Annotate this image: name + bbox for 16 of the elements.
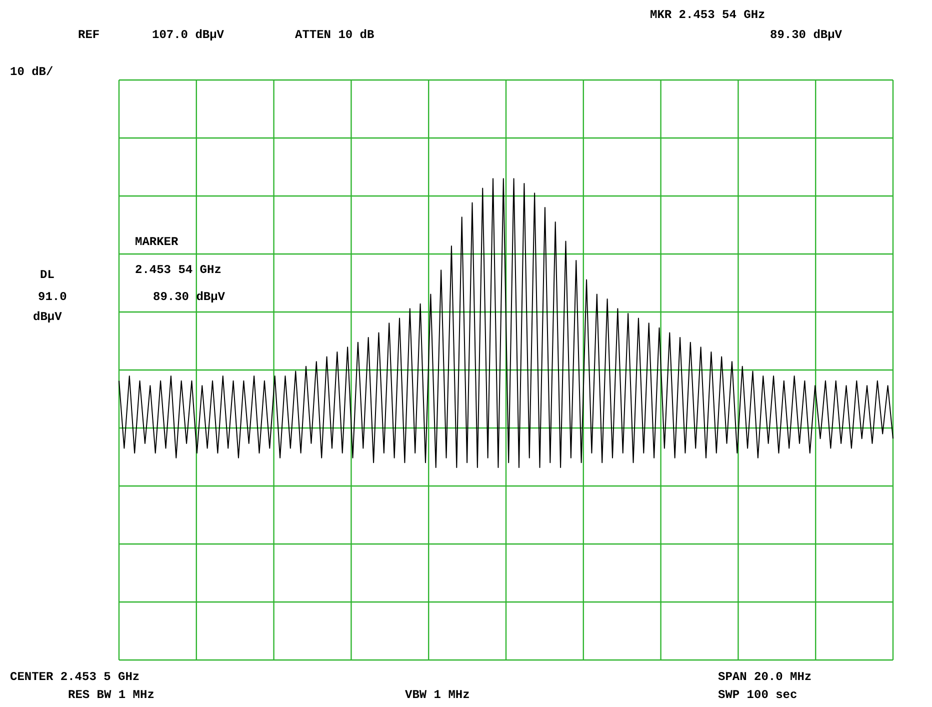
text: RES BW 1 MHz bbox=[68, 688, 154, 702]
text: dBµV bbox=[33, 310, 62, 324]
annotation: 2.453 54 GHz bbox=[135, 263, 222, 277]
text: DL bbox=[40, 268, 54, 282]
text: 10 dB/ bbox=[10, 65, 54, 79]
text: 107.0 dBµV bbox=[152, 28, 224, 42]
text: REF bbox=[78, 28, 100, 42]
text: SWP 100 sec bbox=[718, 688, 798, 702]
text: ATTEN 10 dB bbox=[295, 28, 374, 42]
text: CENTER 2.453 5 GHz bbox=[10, 670, 140, 684]
text: MKR 2.453 54 GHz bbox=[650, 8, 766, 22]
text: 89.30 dBµV bbox=[770, 28, 842, 42]
text: SPAN 20.0 MHz bbox=[718, 670, 812, 684]
annotation: MARKER bbox=[135, 235, 178, 249]
text: 91.0 bbox=[38, 290, 67, 304]
text: VBW 1 MHz bbox=[405, 688, 470, 702]
